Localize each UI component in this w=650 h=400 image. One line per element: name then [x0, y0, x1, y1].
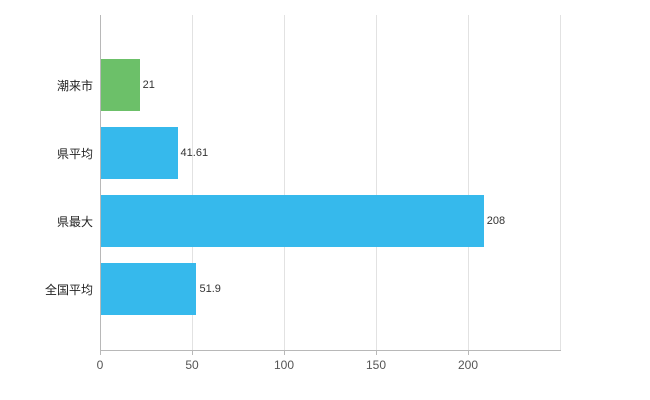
gridline [376, 15, 377, 350]
category-label: 全国平均 [44, 283, 93, 297]
value-label: 208 [486, 215, 506, 227]
x-tick-label: 150 [365, 358, 387, 372]
x-tick-label: 50 [185, 358, 199, 372]
x-tick [192, 350, 193, 355]
x-tick-label: 200 [457, 358, 479, 372]
value-label: 21 [142, 79, 155, 91]
value-label: 51.9 [199, 283, 221, 295]
x-axis-line [100, 350, 561, 351]
category-label: 県最大 [56, 215, 93, 229]
bar-県平均 [101, 127, 178, 179]
x-tick-label: 100 [273, 358, 295, 372]
plot-area: 21 41.61 208 51.9 [100, 15, 561, 350]
gridline [560, 15, 561, 350]
x-tick-label: 0 [96, 358, 104, 372]
x-tick [100, 350, 101, 355]
category-label: 県平均 [56, 147, 93, 161]
y-axis-line [100, 15, 101, 350]
bar-潮来市 [101, 59, 140, 111]
x-tick [468, 350, 469, 355]
bar-全国平均 [101, 263, 197, 315]
value-label: 41.61 [180, 147, 209, 159]
gridline [192, 15, 193, 350]
gridline [284, 15, 285, 350]
x-tick [284, 350, 285, 355]
category-label: 潮来市 [56, 79, 93, 93]
bar-県最大 [101, 195, 484, 247]
x-tick [376, 350, 377, 355]
gridline [468, 15, 469, 350]
